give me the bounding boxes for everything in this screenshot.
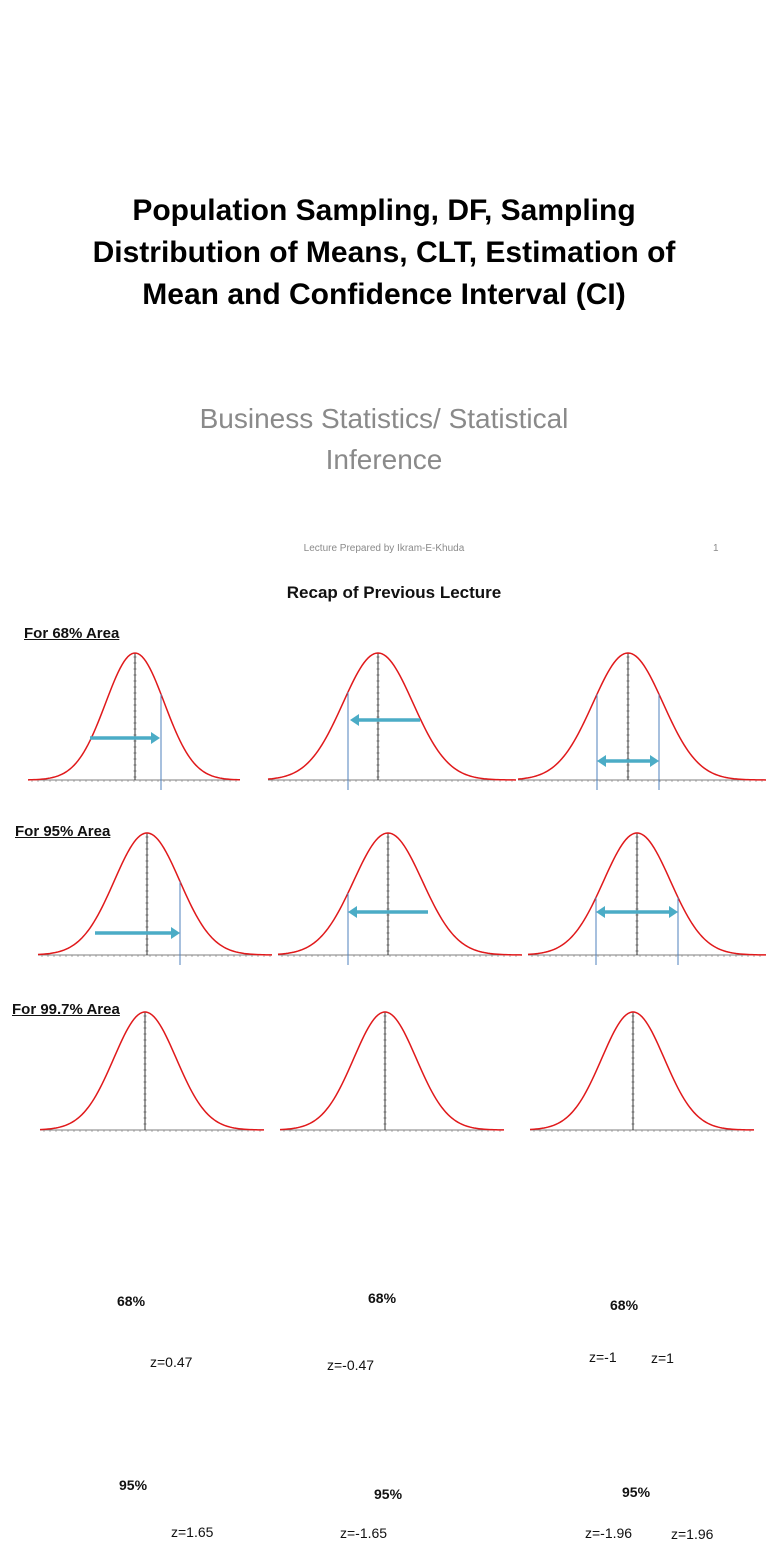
slide-subtitle: Business Statistics/ Statistical Inferen…: [84, 398, 684, 480]
z-label: z=1: [651, 1350, 674, 1366]
percent-label: 68%: [368, 1290, 397, 1306]
normal-curve: [37, 832, 273, 965]
subtitle-line-1: Business Statistics/ Statistical: [199, 403, 569, 434]
bell-curve: [37, 832, 273, 956]
percent-label: 68%: [117, 1293, 146, 1309]
section-heading-68: For 68% Area: [24, 625, 120, 642]
bell-curve: [527, 832, 767, 956]
recap-title: Recap of Previous Lecture: [286, 583, 502, 602]
bell-curve: [529, 1011, 755, 1131]
page-number: 1: [713, 543, 719, 554]
title-line-1: Population Sampling, DF, Sampling: [132, 194, 636, 227]
arrow-head: [597, 755, 606, 767]
arrow-head: [171, 927, 180, 939]
bell-curve: [279, 1011, 505, 1131]
normal-curve: [529, 1011, 755, 1132]
normal-curve: [39, 1011, 265, 1132]
arrow-head: [348, 906, 357, 918]
arrow-head: [596, 906, 605, 918]
percent-label: 95%: [119, 1477, 148, 1493]
z-label: z=1.65: [171, 1524, 214, 1540]
arrow-head: [151, 732, 160, 744]
bell-curve: [277, 832, 523, 956]
arrow-head: [669, 906, 678, 918]
section-heading-95: For 95% Area: [15, 823, 111, 840]
footer-text: Lecture Prepared by Ikram-E-Khuda: [303, 543, 465, 554]
percent-label: 95%: [374, 1486, 403, 1502]
percent-label: 68%: [610, 1297, 639, 1313]
slide-title: Population Sampling, DF, Sampling Distri…: [40, 190, 728, 316]
bell-curve: [517, 652, 767, 781]
title-slide: Population Sampling, DF, Sampling Distri…: [0, 0, 768, 565]
z-label: z=1.96: [671, 1526, 714, 1542]
normal-curve: [517, 652, 767, 790]
normal-curve: [27, 652, 241, 790]
z-label: z=-1.65: [340, 1525, 388, 1541]
subtitle-line-2: Inference: [325, 444, 443, 475]
title-line-2: Distribution of Means, CLT, Estimation o…: [92, 236, 676, 269]
normal-curve: [527, 832, 767, 965]
normal-curve: [279, 1011, 505, 1132]
z-label: z=-1.96: [585, 1525, 633, 1541]
recap-slide: Recap of Previous Lecture For 68% Area F…: [0, 565, 768, 1542]
arrow-head: [650, 755, 659, 767]
normal-curve: [267, 652, 517, 790]
arrow-head: [350, 714, 359, 726]
z-label: z=0.47: [150, 1354, 193, 1370]
z-label: z=-0.47: [327, 1357, 375, 1373]
title-line-3: Mean and Confidence Interval (CI): [142, 278, 626, 311]
percent-label: 95%: [622, 1484, 651, 1500]
bell-curve: [27, 652, 241, 781]
section-heading-99-7: For 99.7% Area: [12, 1001, 120, 1018]
bell-curve: [39, 1011, 265, 1131]
z-label: z=-1: [589, 1349, 617, 1365]
normal-curve: [277, 832, 523, 965]
bell-curve: [267, 652, 517, 781]
